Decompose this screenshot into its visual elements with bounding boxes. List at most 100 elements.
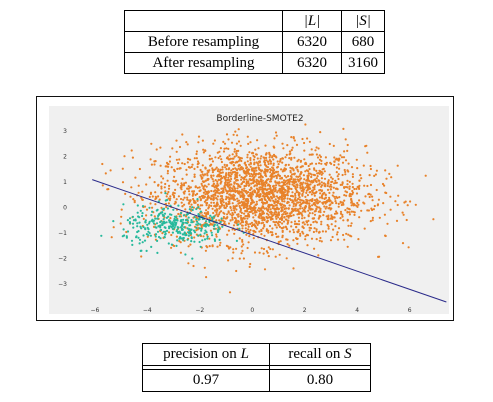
scatter-point (254, 214, 257, 217)
scatter-point (284, 189, 287, 192)
scatter-point (280, 218, 283, 222)
scatter-point (287, 216, 290, 219)
scatter-point (232, 164, 235, 167)
scatter-point (319, 207, 322, 210)
scatter-point (269, 247, 272, 251)
scatter-point (402, 213, 405, 216)
scatter-point (252, 158, 256, 161)
scatter-point (201, 139, 204, 142)
scatter-point (153, 215, 156, 218)
scatter-point (212, 211, 215, 215)
scatter-point (263, 268, 267, 271)
scatter-point (232, 190, 235, 193)
scatter-point (341, 183, 344, 186)
scatter-point (224, 183, 227, 186)
scatter-point (295, 222, 298, 225)
scatter-point (320, 240, 323, 243)
scatter-point (317, 201, 320, 204)
scatter-point (253, 180, 256, 183)
scatter-point (315, 153, 318, 156)
scatter-point (334, 179, 337, 182)
scatter-point (350, 204, 353, 207)
scatter-point (218, 174, 221, 178)
scatter-point (179, 251, 182, 254)
scatter-point (346, 183, 349, 186)
scatter-point (248, 231, 251, 234)
scatter-point (131, 215, 134, 218)
scatter-point (258, 215, 261, 218)
scatter-point (170, 243, 173, 246)
scatter-point (323, 210, 326, 213)
scatter-point (204, 249, 207, 252)
scatter-point (286, 194, 289, 197)
scatter-point (389, 208, 392, 211)
scatter-point (275, 204, 278, 207)
scatter-point (165, 205, 168, 209)
scatter-point (311, 204, 314, 207)
scatter-point (212, 201, 215, 204)
scatter-point (304, 186, 307, 189)
scatter-point (249, 222, 252, 225)
scatter-point (110, 236, 113, 239)
scatter-point (405, 218, 408, 222)
scatter-point (324, 185, 327, 188)
scatter-point (244, 204, 247, 207)
scatter-point (170, 166, 173, 169)
scatter-point (327, 179, 330, 182)
scatter-point (242, 221, 245, 224)
scatter-point (300, 165, 303, 168)
scatter-point (213, 139, 216, 142)
scatter-point (401, 211, 404, 214)
scatter-point (276, 222, 279, 225)
scatter-point (263, 225, 266, 228)
scatter-point (150, 142, 153, 145)
scatter-point (189, 186, 192, 189)
scatter-point (264, 164, 268, 167)
scatter-point (202, 151, 205, 154)
scatter-point (366, 151, 369, 154)
scatter-point (278, 184, 281, 187)
scatter-point (170, 233, 173, 237)
scatter-point (255, 169, 258, 172)
scatter-point (346, 219, 349, 222)
scatter-point (221, 176, 224, 180)
scatter-point (223, 177, 226, 180)
scatter-point (363, 227, 366, 230)
scatter-point (241, 238, 244, 242)
scatter-point (156, 239, 159, 242)
scatter-point (262, 216, 265, 219)
scatter-point (321, 197, 324, 200)
scatter-point (291, 173, 294, 176)
scatter-point (141, 205, 145, 208)
scatter-point (319, 188, 322, 192)
scatter-point (196, 198, 199, 201)
scatter-point (195, 223, 198, 226)
scatter-point (159, 224, 162, 227)
scatter-point (292, 169, 295, 172)
scatter-point (227, 173, 230, 176)
scatter-point (233, 211, 237, 214)
scatter-point (334, 220, 337, 223)
scatter-point (216, 190, 219, 193)
scatter-point (281, 186, 284, 189)
scatter-point (178, 158, 181, 161)
scatter-point (328, 185, 331, 188)
scatter-point (112, 226, 115, 229)
scatter-point (228, 154, 231, 157)
scatter-point (257, 164, 260, 167)
scatter-point (204, 149, 207, 152)
scatter-point (304, 235, 307, 238)
scatter-point (227, 158, 230, 161)
scatter-point (168, 184, 171, 187)
scatter-point (281, 234, 284, 237)
scatter-point (136, 222, 139, 225)
scatter-point (255, 184, 258, 187)
scatter-point (136, 225, 139, 228)
scatter-point (227, 138, 230, 141)
scatter-point (221, 203, 224, 206)
scatter-point (193, 167, 196, 170)
scatter-point (170, 226, 173, 229)
scatter-point (261, 201, 264, 204)
scatter-point (206, 211, 210, 214)
scatter-point (145, 233, 148, 236)
